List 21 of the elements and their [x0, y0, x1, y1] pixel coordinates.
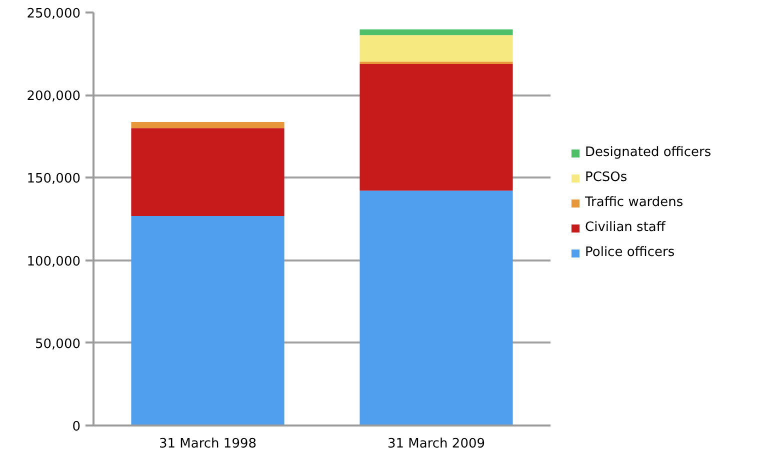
- y-tick-label: 200,000: [26, 89, 81, 104]
- x-tick-label: 31 March 1998: [158, 436, 257, 452]
- bar: [131, 216, 284, 426]
- bar: [131, 122, 284, 128]
- bar: [360, 190, 513, 426]
- bar: [360, 35, 513, 62]
- legend-label: Traffic wardens: [585, 195, 684, 210]
- bar: [131, 128, 284, 216]
- bar: [360, 64, 513, 191]
- y-tick-label: 0: [72, 420, 81, 434]
- x-tick-label: 31 March 2009: [387, 436, 486, 452]
- legend-label: PCSOs: [585, 170, 628, 185]
- legend-label: Police officers: [585, 245, 675, 260]
- legend-label: Civilian staff: [585, 220, 666, 235]
- y-tick-label: 250,000: [26, 6, 81, 22]
- y-tick-label: 50,000: [35, 336, 81, 352]
- y-tick-label: 150,000: [26, 172, 81, 187]
- legend-label: Designated officers: [585, 145, 712, 160]
- bar: [360, 62, 513, 64]
- y-tick-label: 100,000: [26, 254, 81, 270]
- bar: [360, 29, 513, 36]
